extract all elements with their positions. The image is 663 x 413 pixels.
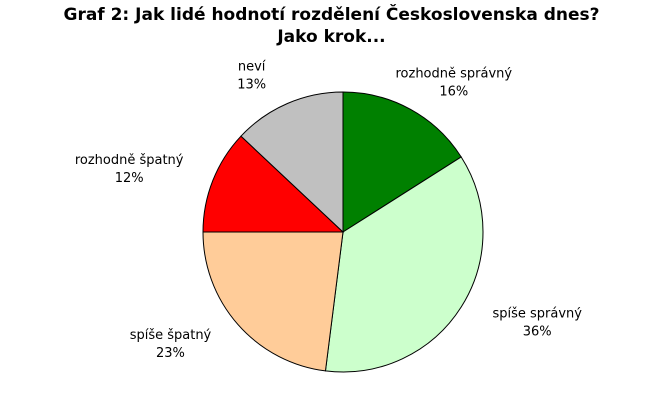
slice-value-label: 36% <box>523 325 552 340</box>
pie-slice <box>324 156 484 373</box>
slice-label: spíše špatný <box>130 328 212 343</box>
chart-title: Graf 2: Jak lidé hodnotí rozdělení Česko… <box>63 5 600 47</box>
slice-value-label: 12% <box>115 171 144 186</box>
pie-slice <box>202 231 344 372</box>
slice-value-label: 13% <box>237 77 266 92</box>
slice-value-label: 16% <box>439 85 468 100</box>
pie-slice <box>202 135 345 233</box>
slice-label: rozhodně špatný <box>75 153 184 168</box>
slice-label: spíše správný <box>492 307 582 322</box>
slice-label: neví <box>238 59 266 74</box>
pie-slice <box>342 91 462 233</box>
pie-slice <box>240 91 344 234</box>
slice-value-label: 23% <box>156 346 185 361</box>
slice-label: rozhodně správný <box>395 67 512 82</box>
